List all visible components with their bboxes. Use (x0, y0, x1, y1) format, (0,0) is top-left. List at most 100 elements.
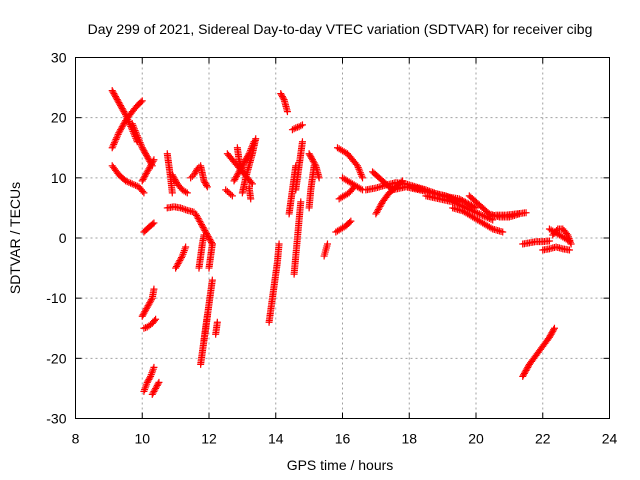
data-point (309, 157, 317, 165)
data-point (110, 139, 118, 147)
data-point (170, 174, 178, 182)
data-point (142, 150, 150, 158)
data-point (206, 236, 214, 244)
y-tick-label: 0 (59, 230, 67, 246)
series-arc-32 (292, 138, 306, 194)
y-tick-labels: -30 -20 -10 0 10 20 30 (46, 50, 66, 427)
data-point (298, 121, 306, 129)
data-point (182, 206, 190, 214)
data-point (119, 121, 127, 129)
data-point (192, 210, 200, 218)
data-point (152, 384, 160, 392)
series-arc-04 (108, 162, 148, 197)
data-point (117, 124, 125, 132)
data-point (308, 156, 316, 164)
data-point (146, 374, 154, 382)
data-point (422, 186, 430, 194)
series-arc-26 (238, 135, 260, 197)
data-point (298, 138, 306, 146)
data-point (356, 169, 364, 177)
series-arc-47 (449, 204, 507, 236)
series-arc-49 (482, 209, 530, 221)
data-point (207, 237, 215, 245)
data-point (138, 177, 146, 185)
data-point (112, 135, 120, 143)
data-point (354, 162, 362, 170)
data-point (143, 153, 151, 161)
data-point (139, 311, 147, 319)
data-point (154, 380, 162, 388)
series-arc-29 (277, 90, 291, 116)
data-point (279, 94, 287, 102)
data-point (347, 217, 355, 225)
data-point (519, 372, 527, 380)
data-point (146, 163, 154, 171)
data-point (120, 120, 128, 128)
data-point (374, 207, 382, 215)
data-point (183, 189, 191, 197)
data-point (145, 165, 153, 173)
data-point (150, 285, 158, 293)
data-point (144, 154, 152, 162)
data-point (118, 105, 126, 113)
x-tick-labels: 8 10 12 14 16 18 20 22 24 (72, 431, 618, 447)
series-arc-08 (140, 315, 160, 332)
data-point (117, 126, 125, 134)
series-arc-22 (222, 186, 236, 200)
data-point (139, 175, 147, 183)
data-point (311, 160, 319, 168)
data-point (127, 179, 135, 187)
data-point (150, 317, 158, 325)
data-point (233, 171, 241, 179)
data-point (283, 108, 291, 116)
data-point (197, 220, 205, 228)
data-point (546, 332, 554, 340)
data-point (243, 154, 251, 162)
data-point (247, 178, 255, 186)
data-point (116, 100, 124, 108)
data-point (177, 255, 185, 263)
data-point (232, 174, 240, 182)
data-point (520, 369, 528, 377)
data-point (136, 139, 144, 147)
data-points (108, 87, 575, 398)
data-point (153, 381, 161, 389)
series-arc-16 (192, 210, 216, 248)
data-point (114, 130, 122, 138)
data-point (228, 192, 236, 200)
data-point (176, 257, 184, 265)
data-point (180, 205, 188, 213)
data-point (174, 260, 182, 268)
data-point (191, 169, 199, 177)
x-tick-label: 14 (268, 431, 284, 447)
data-point (278, 93, 286, 101)
data-point (397, 178, 405, 186)
data-point (131, 127, 139, 135)
data-point (449, 198, 457, 206)
data-point (134, 133, 142, 141)
series-arc-40 (339, 174, 367, 194)
data-point (109, 142, 117, 150)
data-point (376, 202, 384, 210)
data-point (455, 195, 463, 203)
data-point (233, 172, 241, 180)
series-arc-14 (172, 243, 190, 272)
data-point (125, 178, 133, 186)
x-tick-label: 20 (468, 431, 484, 447)
data-point (487, 224, 495, 232)
data-point (138, 144, 146, 152)
data-point (200, 177, 208, 185)
chart-title: Day 299 of 2021, Sidereal Day-to-day VTE… (88, 21, 593, 37)
data-point (372, 210, 380, 218)
data-point (524, 363, 532, 371)
data-point (208, 240, 216, 248)
data-point (142, 306, 150, 314)
data-point (194, 214, 202, 222)
data-point (192, 211, 200, 219)
x-tick-label: 18 (401, 431, 417, 447)
data-point (135, 137, 143, 145)
data-point (375, 204, 383, 212)
data-point (182, 243, 190, 251)
series-arc-19 (200, 276, 216, 344)
